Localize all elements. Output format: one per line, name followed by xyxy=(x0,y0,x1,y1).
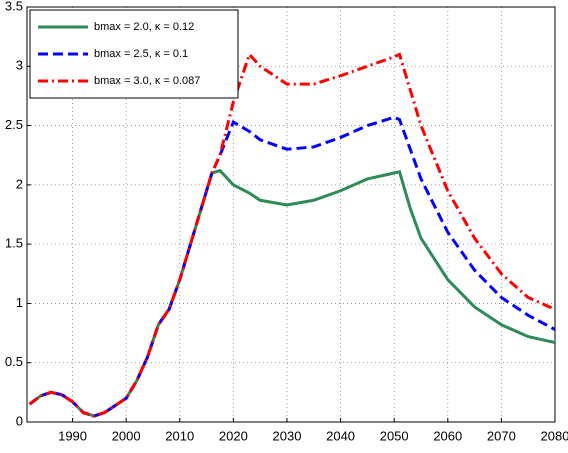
legend-label: bmax = 3.0, κ = 0.087 xyxy=(94,75,200,87)
x-tick-label: 2030 xyxy=(273,428,302,443)
y-tick-label: 2 xyxy=(16,176,23,191)
series-line xyxy=(28,51,556,418)
legend-box xyxy=(29,9,239,99)
x-tick-label: 2010 xyxy=(165,428,194,443)
y-tick-label: 0 xyxy=(16,413,23,428)
x-tick-label: 2050 xyxy=(380,428,409,443)
y-tick-label: 3.5 xyxy=(5,0,23,13)
x-tick-label: 2080 xyxy=(541,428,568,443)
legend-label: bmax = 2.5, κ = 0.1 xyxy=(94,48,188,60)
x-tick-label: 1990 xyxy=(58,428,87,443)
y-tick-label: 3 xyxy=(16,58,23,73)
plot-frame xyxy=(26,6,556,423)
legend-label: bmax = 2.0, κ = 0.12 xyxy=(94,21,194,33)
x-tick-label: 2040 xyxy=(326,428,355,443)
x-tick-label: 2070 xyxy=(487,428,516,443)
y-tick-label: 2.5 xyxy=(5,117,23,132)
x-tick-label: 2060 xyxy=(433,428,462,443)
x-tick-label: 2000 xyxy=(112,428,141,443)
y-tick-label: 1 xyxy=(16,295,23,310)
y-tick-label: 1.5 xyxy=(5,236,23,251)
series-line xyxy=(28,168,556,418)
y-tick-label: 0.5 xyxy=(5,354,23,369)
series-line xyxy=(28,115,556,418)
x-tick-label: 2020 xyxy=(219,428,248,443)
